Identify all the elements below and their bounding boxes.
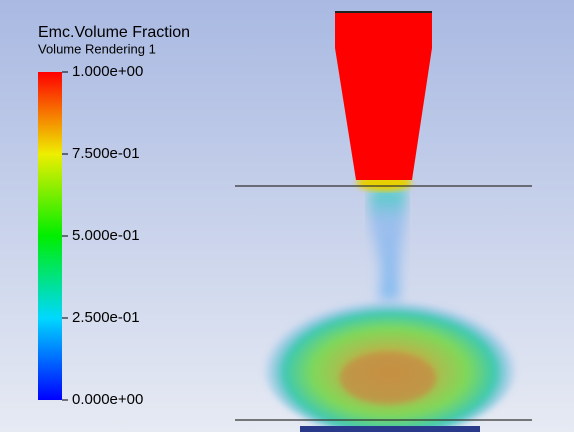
color-bar xyxy=(38,72,62,400)
page: Emc.Volume Fraction Volume Rendering 1 1… xyxy=(0,0,574,432)
legend-subtitle: Volume Rendering 1 xyxy=(38,41,156,56)
pool-core xyxy=(340,352,436,404)
legend-title: Emc.Volume Fraction xyxy=(38,24,190,41)
tick-label: 1.000e+00 xyxy=(72,63,143,80)
tick-label: 5.000e-01 xyxy=(72,227,140,244)
tick-label: 0.000e+00 xyxy=(72,391,143,408)
base xyxy=(300,426,480,432)
tick-label: 7.500e-01 xyxy=(72,145,140,162)
tick-label: 2.500e-01 xyxy=(72,309,140,326)
viewport: Emc.Volume Fraction Volume Rendering 1 1… xyxy=(0,0,574,432)
